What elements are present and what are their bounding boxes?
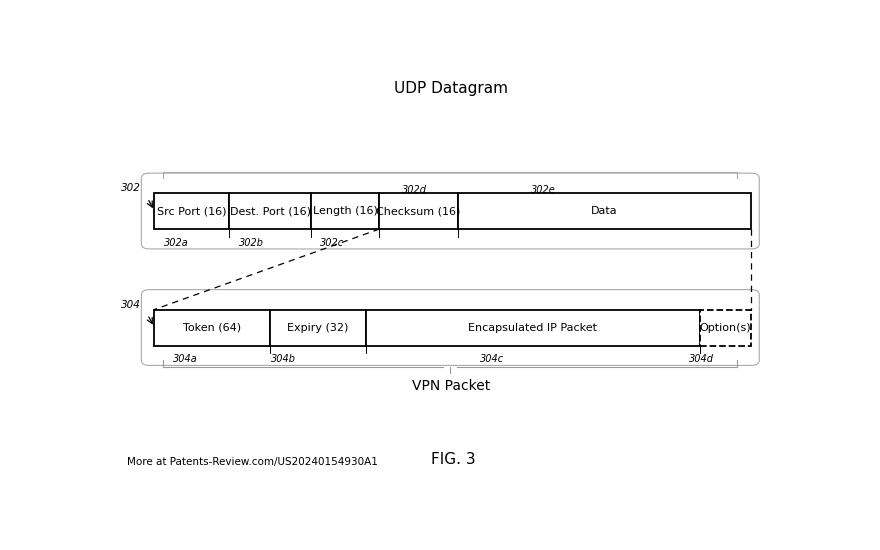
Text: VPN Packet: VPN Packet xyxy=(412,378,490,393)
Text: 302a: 302a xyxy=(165,238,189,248)
Text: Encapsulated IP Packet: Encapsulated IP Packet xyxy=(468,322,598,333)
Text: UDP Datagram: UDP Datagram xyxy=(394,81,508,96)
Bar xyxy=(366,310,700,345)
FancyBboxPatch shape xyxy=(142,173,759,249)
Bar xyxy=(230,193,312,229)
Bar xyxy=(379,193,458,229)
Text: Src Port (16): Src Port (16) xyxy=(158,206,226,216)
Text: Option(s): Option(s) xyxy=(700,322,752,333)
Text: 304a: 304a xyxy=(172,354,197,364)
Text: 304c: 304c xyxy=(480,354,504,364)
Bar xyxy=(312,193,379,229)
Text: 302c: 302c xyxy=(319,238,344,248)
FancyBboxPatch shape xyxy=(142,290,759,365)
Text: 304d: 304d xyxy=(689,354,715,364)
Text: 302: 302 xyxy=(121,183,141,193)
Text: Token (64): Token (64) xyxy=(183,322,241,333)
Text: 302e: 302e xyxy=(531,185,555,195)
Text: 304b: 304b xyxy=(271,354,297,364)
Text: Dest. Port (16): Dest. Port (16) xyxy=(230,206,311,216)
Text: Checksum (16): Checksum (16) xyxy=(377,206,461,216)
Bar xyxy=(458,193,752,229)
Text: Data: Data xyxy=(591,206,618,216)
Bar xyxy=(270,310,366,345)
Text: Length (16): Length (16) xyxy=(313,206,378,216)
Text: 304: 304 xyxy=(121,300,141,310)
Text: FIG. 3: FIG. 3 xyxy=(430,453,475,468)
Bar xyxy=(154,310,270,345)
Bar xyxy=(154,193,230,229)
Text: Expiry (32): Expiry (32) xyxy=(288,322,348,333)
Bar xyxy=(700,310,752,345)
Text: More at Patents-Review.com/US20240154930A1: More at Patents-Review.com/US20240154930… xyxy=(127,458,378,468)
Text: 302b: 302b xyxy=(239,238,264,248)
Text: 302d: 302d xyxy=(402,185,428,195)
